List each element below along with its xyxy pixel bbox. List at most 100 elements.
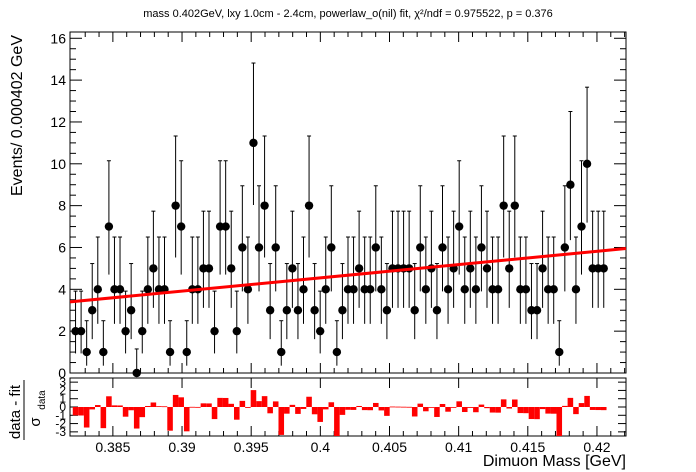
data-point bbox=[488, 236, 497, 324]
pull-bar bbox=[117, 405, 123, 407]
pull-bar bbox=[245, 407, 251, 408]
pull-bar bbox=[295, 407, 301, 414]
data-marker bbox=[149, 264, 158, 273]
pull-y-tick-label: -2 bbox=[55, 417, 66, 431]
pull-y-tick-label: 2 bbox=[59, 383, 66, 397]
x-tick-label: 0.42 bbox=[583, 439, 610, 455]
data-point bbox=[332, 320, 342, 366]
data-marker bbox=[204, 264, 214, 273]
pull-bar bbox=[178, 397, 184, 407]
data-marker bbox=[471, 285, 481, 294]
pull-bar bbox=[284, 407, 290, 414]
data-point bbox=[482, 210, 492, 308]
data-point bbox=[443, 236, 453, 324]
data-point bbox=[115, 236, 125, 324]
data-point bbox=[171, 135, 180, 258]
data-marker bbox=[210, 326, 219, 336]
pull-bar bbox=[395, 406, 401, 408]
data-point bbox=[538, 210, 547, 308]
data-point bbox=[227, 210, 236, 308]
data-point bbox=[238, 185, 247, 292]
data-point bbox=[421, 236, 431, 324]
data-marker bbox=[138, 326, 147, 336]
data-point bbox=[454, 160, 464, 275]
pull-bar bbox=[400, 406, 407, 408]
data-marker bbox=[171, 201, 180, 210]
data-marker bbox=[466, 264, 475, 273]
pull-y-tick-label: -3 bbox=[55, 425, 66, 439]
data-marker bbox=[366, 285, 375, 294]
main-panel: 0 2 4 6 8 10 12 14 16 bbox=[50, 30, 627, 381]
pull-bar bbox=[111, 405, 118, 407]
data-point bbox=[393, 210, 403, 308]
y-tick-label: 2 bbox=[58, 323, 66, 339]
data-marker bbox=[93, 285, 102, 294]
pull-bar bbox=[322, 407, 329, 410]
data-point bbox=[126, 263, 136, 340]
data-point bbox=[277, 320, 286, 366]
pull-bar bbox=[311, 407, 318, 415]
pull-y-tick-label: 1 bbox=[59, 392, 66, 406]
pull-bar bbox=[306, 396, 312, 407]
pull-bar bbox=[139, 407, 146, 418]
data-point bbox=[516, 236, 525, 324]
pull-bar bbox=[267, 407, 273, 414]
data-marker bbox=[288, 264, 297, 273]
data-marker bbox=[115, 285, 125, 294]
data-marker bbox=[571, 285, 581, 294]
data-point bbox=[104, 160, 114, 275]
pull-bar bbox=[206, 403, 212, 407]
pull-bar bbox=[461, 407, 468, 413]
pull-bar bbox=[122, 407, 129, 417]
pull-bar bbox=[539, 407, 546, 410]
pull-bar bbox=[456, 401, 462, 407]
data-point bbox=[182, 320, 191, 366]
data-marker bbox=[221, 222, 230, 231]
pull-bar bbox=[384, 407, 390, 416]
y-tick-label: 4 bbox=[58, 281, 66, 297]
pull-bar bbox=[211, 407, 218, 420]
y-tick-label: 0 bbox=[58, 365, 66, 381]
y-tick-label: 16 bbox=[50, 30, 66, 46]
pull-bar bbox=[334, 407, 340, 436]
pull-bar bbox=[467, 407, 474, 408]
pull-bar bbox=[573, 407, 579, 415]
data-point bbox=[410, 263, 419, 340]
data-point bbox=[432, 263, 442, 340]
data-point bbox=[88, 263, 97, 340]
pull-bar bbox=[250, 390, 257, 407]
pull-bar bbox=[517, 407, 524, 414]
data-marker bbox=[354, 264, 364, 273]
y-tick-label: 6 bbox=[58, 239, 66, 255]
data-point bbox=[493, 236, 503, 324]
data-point bbox=[527, 263, 536, 340]
pull-bar bbox=[484, 407, 490, 409]
pull-bar bbox=[378, 407, 385, 411]
data-marker bbox=[510, 201, 519, 210]
data-marker bbox=[121, 326, 130, 336]
data-point bbox=[388, 210, 397, 308]
data-point bbox=[577, 160, 586, 275]
data-marker bbox=[382, 306, 392, 315]
data-marker bbox=[310, 306, 319, 315]
data-marker bbox=[176, 222, 186, 231]
data-marker bbox=[165, 347, 175, 357]
pull-bar bbox=[317, 407, 323, 422]
data-point bbox=[382, 263, 392, 340]
pull-bar bbox=[445, 407, 451, 412]
pull-bar bbox=[261, 396, 268, 407]
data-marker bbox=[582, 159, 592, 168]
pull-bar bbox=[478, 404, 485, 407]
data-point bbox=[560, 185, 570, 292]
data-marker bbox=[271, 243, 280, 252]
pull-bar bbox=[106, 396, 112, 407]
data-point bbox=[304, 135, 314, 258]
data-point bbox=[416, 185, 425, 292]
data-point bbox=[271, 185, 280, 292]
pull-bar bbox=[423, 407, 429, 412]
data-marker bbox=[227, 264, 236, 273]
data-point bbox=[571, 236, 581, 324]
pull-bar bbox=[434, 407, 440, 417]
x-tick-label: 0.405 bbox=[372, 439, 407, 455]
pull-bar bbox=[556, 407, 563, 436]
